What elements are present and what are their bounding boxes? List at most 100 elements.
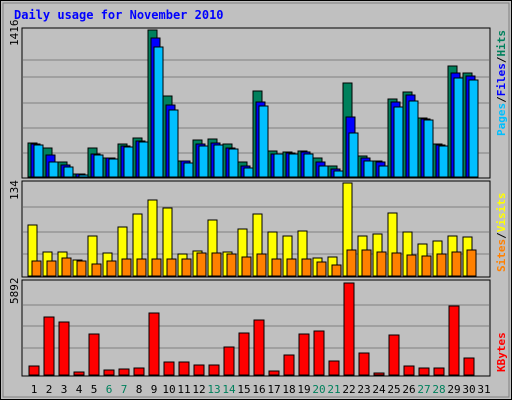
x-label-day-24: 24 xyxy=(372,383,386,396)
bar-kbytes xyxy=(313,330,325,376)
bar-pages-day-24 xyxy=(378,165,389,178)
x-label-day-16: 16 xyxy=(252,383,265,396)
bar-kbytes xyxy=(448,305,460,376)
bar-pages xyxy=(438,145,449,178)
bar-pages-day-6 xyxy=(108,158,119,178)
bar-pages-day-8 xyxy=(138,141,149,178)
bar-sites xyxy=(241,256,252,277)
bar-kbytes xyxy=(463,357,475,376)
bar-kbytes xyxy=(283,354,295,376)
bar-pages-day-14 xyxy=(228,148,239,178)
bar-kbytes-day-7 xyxy=(118,368,130,376)
bar-kbytes-day-30 xyxy=(463,357,475,376)
bar-kbytes-day-25 xyxy=(388,334,400,376)
bar-sites xyxy=(451,251,462,277)
x-label-day-22: 22 xyxy=(342,383,355,396)
bar-pages xyxy=(153,46,164,178)
bar-pages xyxy=(183,162,194,178)
bar-kbytes-day-29 xyxy=(448,305,460,376)
bar-pages-day-18 xyxy=(288,153,299,178)
bar-sites-day-27 xyxy=(421,255,432,277)
bar-sites-day-28 xyxy=(436,253,447,277)
bar-sites-day-7 xyxy=(121,258,132,277)
legend-kbytes: KBytes xyxy=(495,332,508,372)
bar-sites xyxy=(406,254,417,277)
bar-kbytes xyxy=(418,367,430,376)
bar-pages-day-5 xyxy=(93,154,104,178)
bar-sites-day-8 xyxy=(136,258,147,277)
bar-sites-day-19 xyxy=(301,258,312,277)
bar-pages xyxy=(108,158,119,178)
bar-pages-day-15 xyxy=(243,167,254,178)
x-label-day-9: 9 xyxy=(151,383,158,396)
legend-sites: Sites xyxy=(495,239,508,272)
bar-sites xyxy=(196,252,207,277)
bar-sites xyxy=(46,260,57,277)
bar-sites xyxy=(61,257,72,277)
bar-layer xyxy=(27,29,479,376)
bar-pages xyxy=(93,154,104,178)
bar-kbytes-day-9 xyxy=(148,312,160,376)
bar-kbytes-day-5 xyxy=(88,333,100,376)
bar-sites-day-24 xyxy=(376,251,387,277)
legend-sep-3: / xyxy=(495,232,508,239)
bar-pages-day-7 xyxy=(123,146,134,178)
bar-pages-day-26 xyxy=(408,100,419,178)
bar-sites-day-13 xyxy=(211,252,222,277)
bar-sites-day-9 xyxy=(151,258,162,277)
bar-pages-day-23 xyxy=(363,160,374,178)
bar-kbytes-day-10 xyxy=(163,361,175,376)
bar-pages xyxy=(198,145,209,178)
bar-kbytes xyxy=(118,368,130,376)
bar-sites xyxy=(436,253,447,277)
bar-kbytes xyxy=(148,312,160,376)
bar-sites xyxy=(91,263,102,277)
bar-pages xyxy=(393,106,404,178)
bar-sites xyxy=(136,258,147,277)
bar-sites xyxy=(121,258,132,277)
bar-kbytes-day-12 xyxy=(193,364,205,376)
bar-kbytes-day-27 xyxy=(418,367,430,376)
x-label-day-23: 23 xyxy=(357,383,370,396)
bar-sites xyxy=(151,258,162,277)
bar-sites-day-26 xyxy=(406,254,417,277)
bar-sites xyxy=(181,258,192,277)
bar-kbytes xyxy=(163,361,175,376)
legend-sep-1: / xyxy=(495,96,508,103)
bar-sites xyxy=(316,261,327,277)
bar-pages-day-16 xyxy=(258,105,269,178)
kbytes-right-legend: KBytes xyxy=(495,332,508,372)
bar-sites xyxy=(391,252,402,277)
bar-pages-day-9 xyxy=(153,46,164,178)
bar-kbytes xyxy=(388,334,400,376)
chart-title: Daily usage for November 2010 xyxy=(14,8,224,22)
bar-pages xyxy=(423,119,434,178)
bar-sites xyxy=(106,260,117,277)
bar-kbytes-day-20 xyxy=(313,330,325,376)
x-axis-day-labels: 1 2 3 4 5 6 7 8 9 10 11 12 13 14 15 16 17 18 19 20 21 22 23 24 2… xyxy=(31,383,491,396)
bar-pages xyxy=(138,141,149,178)
bar-pages xyxy=(78,174,89,178)
bar-sites-day-30 xyxy=(466,249,477,277)
bar-sites xyxy=(211,252,222,277)
bar-pages-day-30 xyxy=(468,79,479,178)
bar-kbytes xyxy=(178,361,190,376)
hits-y-max-label: 1416 xyxy=(8,20,21,47)
bar-sites-day-25 xyxy=(391,252,402,277)
bar-pages xyxy=(318,165,329,178)
chart-frame-inner xyxy=(2,2,510,398)
bar-sites-day-5 xyxy=(91,263,102,277)
x-label-day-1: 1 xyxy=(31,383,38,396)
bar-sites-day-2 xyxy=(46,260,57,277)
bar-kbytes xyxy=(73,371,85,376)
bar-kbytes-day-3 xyxy=(58,321,70,376)
bar-pages-day-20 xyxy=(318,165,329,178)
bar-sites-day-20 xyxy=(316,261,327,277)
bar-sites xyxy=(421,255,432,277)
x-label-day-14: 14 xyxy=(222,383,236,396)
bar-kbytes-day-15 xyxy=(238,332,250,376)
bar-kbytes xyxy=(268,370,280,376)
bar-sites-day-6 xyxy=(106,260,117,277)
bar-pages-day-22 xyxy=(348,132,359,178)
x-label-day-11: 11 xyxy=(177,383,190,396)
